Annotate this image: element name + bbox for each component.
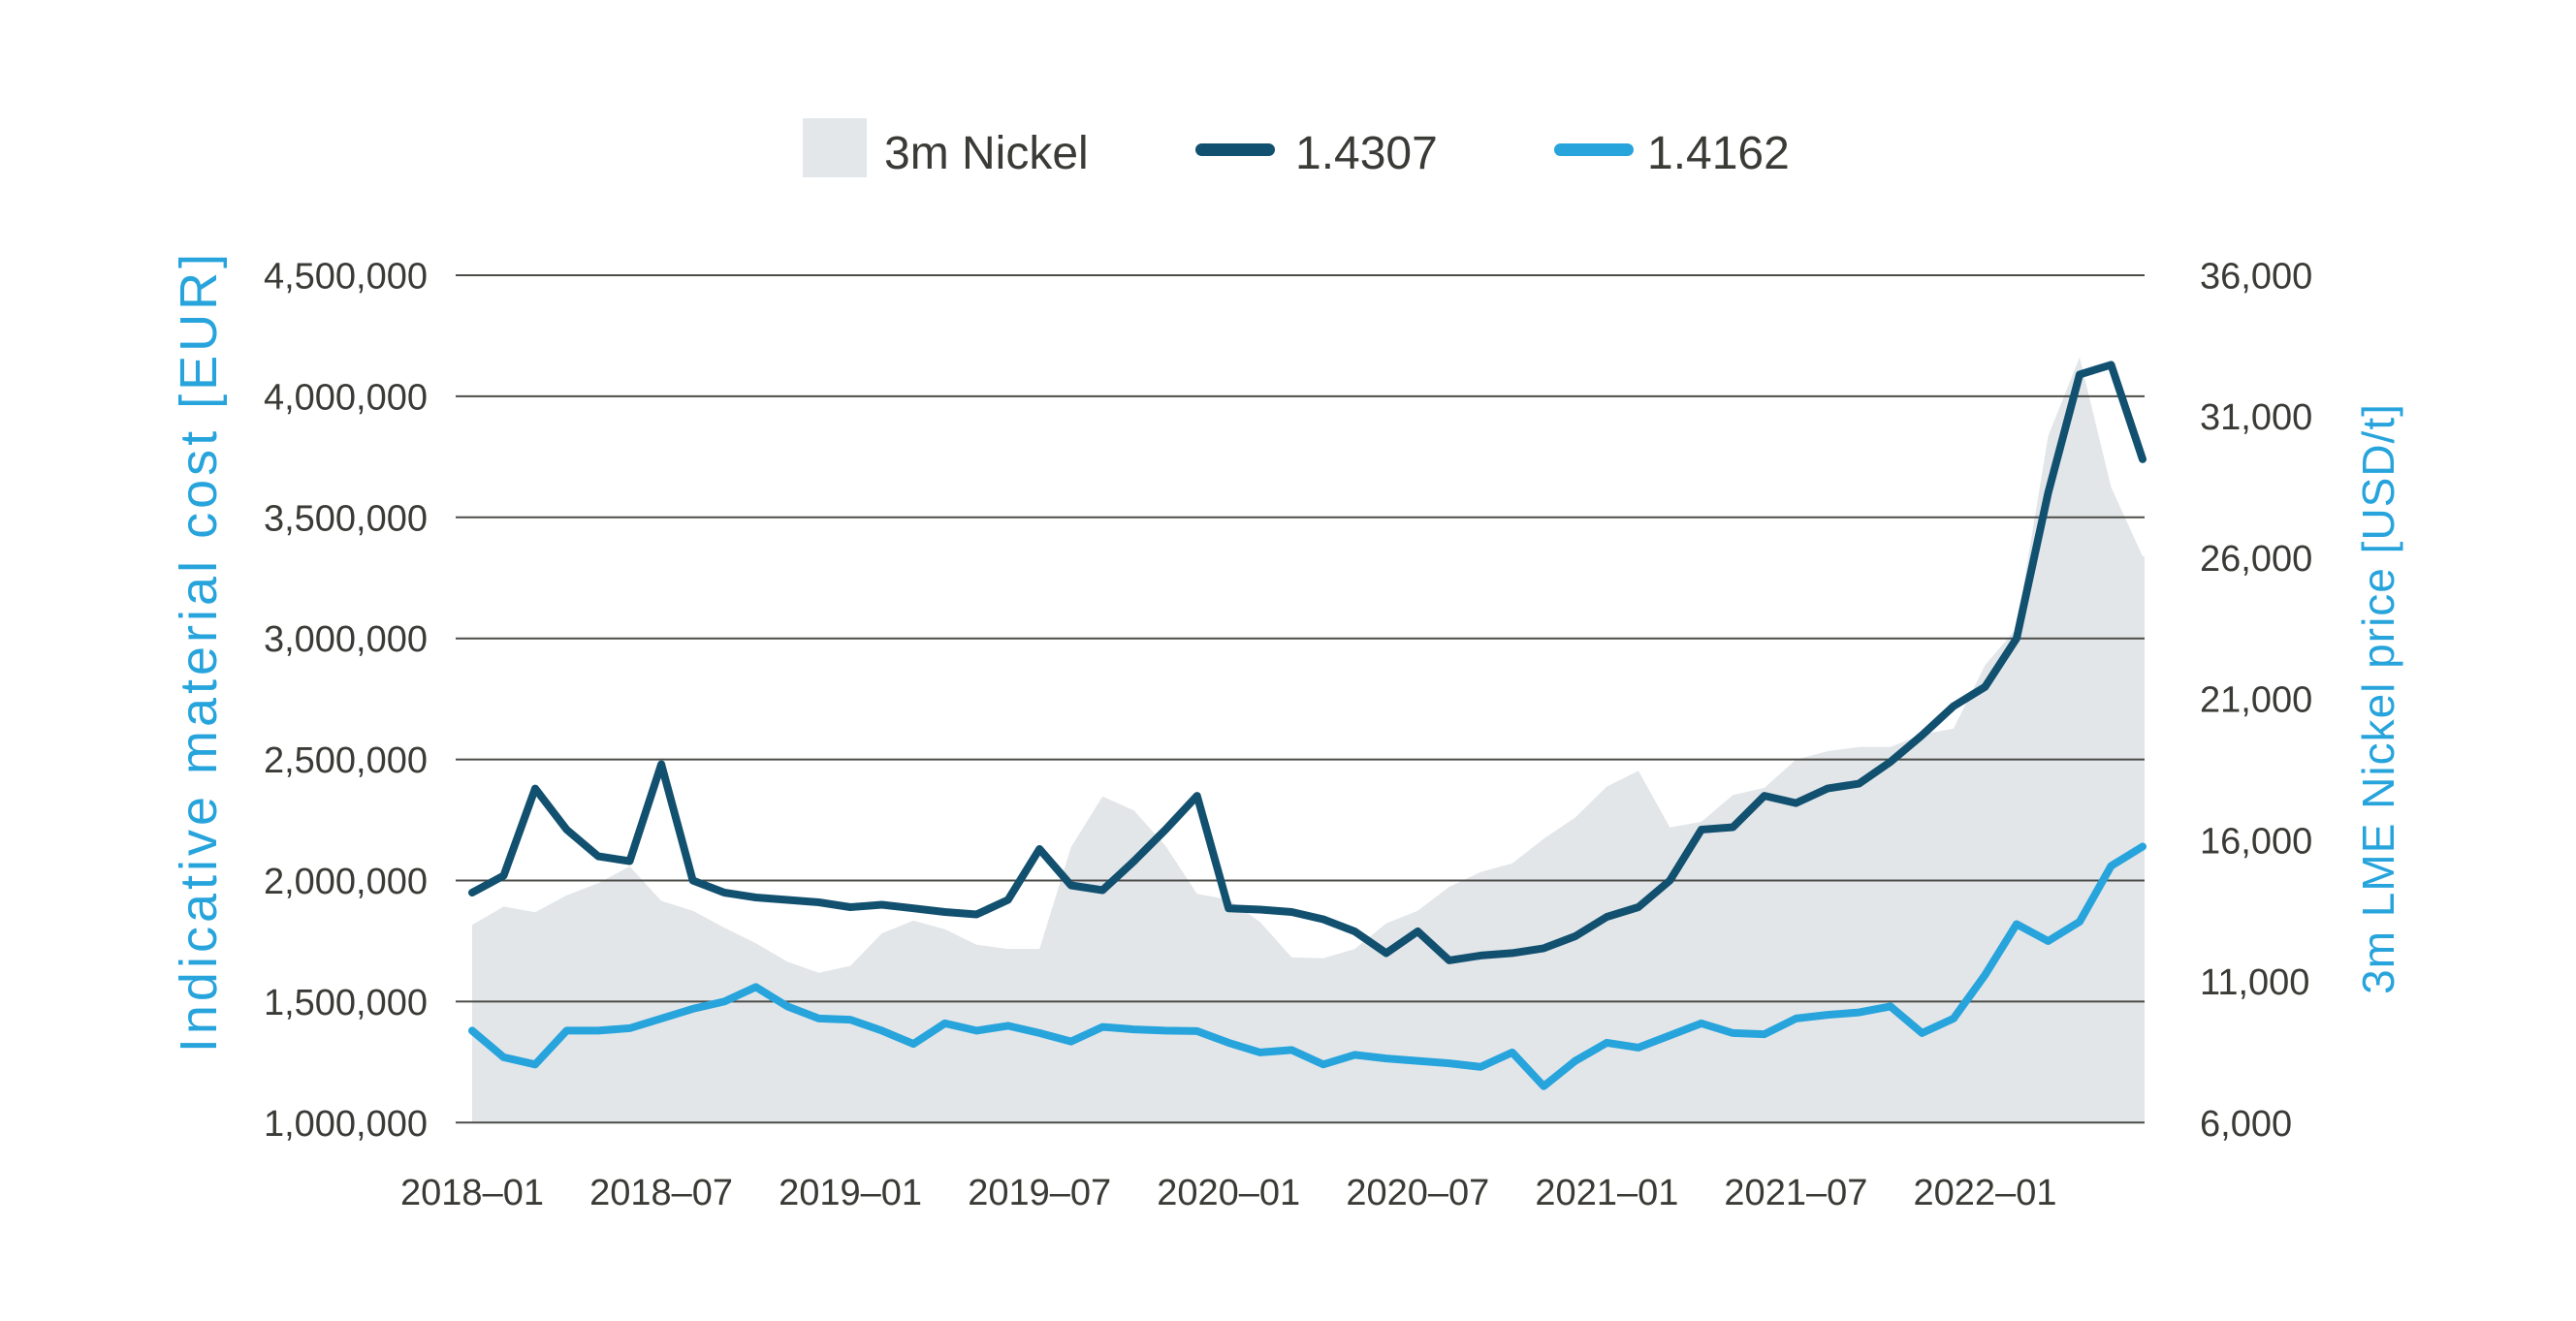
- svg-text:3,000,000: 3,000,000: [264, 619, 428, 660]
- svg-text:31,000: 31,000: [2200, 397, 2312, 438]
- svg-text:16,000: 16,000: [2200, 821, 2312, 862]
- svg-text:1,000,000: 1,000,000: [264, 1104, 428, 1145]
- svg-text:1,500,000: 1,500,000: [264, 983, 428, 1023]
- svg-text:2018–07: 2018–07: [589, 1173, 733, 1213]
- svg-text:2022–01: 2022–01: [1914, 1173, 2057, 1213]
- svg-text:3m Nickel: 3m Nickel: [884, 128, 1089, 179]
- svg-text:26,000: 26,000: [2200, 539, 2312, 580]
- svg-text:1.4162: 1.4162: [1647, 128, 1790, 179]
- svg-text:2021–07: 2021–07: [1724, 1173, 1867, 1213]
- svg-text:11,000: 11,000: [2200, 962, 2309, 1003]
- svg-text:2021–01: 2021–01: [1535, 1173, 1678, 1213]
- svg-text:1.4307: 1.4307: [1295, 128, 1438, 179]
- svg-text:2020–07: 2020–07: [1346, 1173, 1489, 1213]
- svg-text:2019–07: 2019–07: [968, 1173, 1111, 1213]
- svg-text:2,000,000: 2,000,000: [264, 862, 428, 902]
- svg-text:21,000: 21,000: [2200, 680, 2312, 721]
- svg-text:4,000,000: 4,000,000: [264, 377, 428, 418]
- svg-text:Indicative material cost [EUR]: Indicative material cost [EUR]: [170, 250, 228, 1053]
- svg-text:4,500,000: 4,500,000: [264, 257, 428, 298]
- svg-text:36,000: 36,000: [2200, 257, 2312, 298]
- svg-text:3m LME Nickel price [USD/t]: 3m LME Nickel price [USD/t]: [2353, 403, 2403, 994]
- svg-text:2,500,000: 2,500,000: [264, 740, 428, 781]
- svg-text:2019–01: 2019–01: [779, 1173, 922, 1213]
- svg-text:2018–01: 2018–01: [400, 1173, 544, 1213]
- svg-text:6,000: 6,000: [2200, 1104, 2292, 1145]
- svg-text:2020–01: 2020–01: [1157, 1173, 1300, 1213]
- svg-text:3,500,000: 3,500,000: [264, 498, 428, 539]
